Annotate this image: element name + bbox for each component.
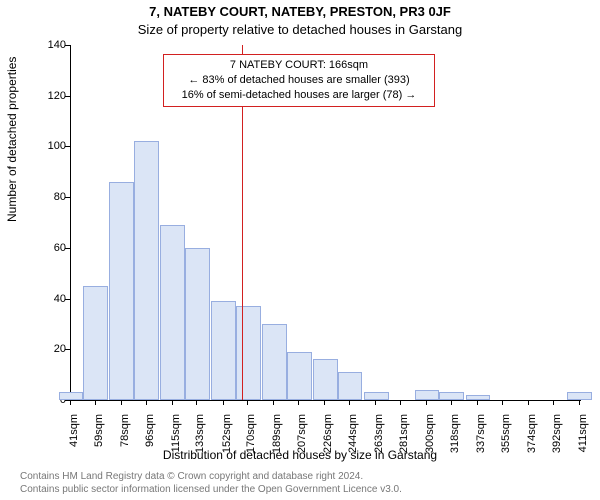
histogram-bar [415, 390, 440, 400]
x-tick-mark [121, 400, 122, 405]
annotation-box: 7 NATEBY COURT: 166sqm ← 83% of detached… [163, 54, 435, 107]
histogram-bar [262, 324, 287, 400]
annotation-line-1: 7 NATEBY COURT: 166sqm [170, 58, 428, 73]
histogram-bar [287, 352, 312, 400]
chart-container: 7, NATEBY COURT, NATEBY, PRESTON, PR3 0J… [0, 0, 600, 500]
x-tick-mark [146, 400, 147, 405]
x-tick-mark [477, 400, 478, 405]
x-tick-mark [426, 400, 427, 405]
histogram-bar [338, 372, 363, 400]
x-axis-label: Distribution of detached houses by size … [0, 448, 600, 462]
x-tick-label: 78sqm [119, 414, 131, 447]
x-tick-mark [324, 400, 325, 405]
x-tick-mark [349, 400, 350, 405]
footer-line-2: Contains public sector information licen… [20, 483, 402, 496]
x-tick-mark [196, 400, 197, 405]
y-axis-ticks: 020406080100120140 [0, 45, 70, 400]
annotation-line-2: ← 83% of detached houses are smaller (39… [170, 73, 428, 88]
annotation-line-3: 16% of semi-detached houses are larger (… [170, 88, 428, 103]
histogram-bar [59, 392, 84, 400]
x-tick-mark [451, 400, 452, 405]
y-tick-label: 100 [48, 140, 66, 152]
x-tick-mark [579, 400, 580, 405]
x-tick-mark [223, 400, 224, 405]
chart-title-main: 7, NATEBY COURT, NATEBY, PRESTON, PR3 0J… [0, 4, 600, 19]
x-tick-mark [502, 400, 503, 405]
x-tick-mark [298, 400, 299, 405]
y-tick-label: 140 [48, 39, 66, 51]
histogram-bar [211, 301, 236, 400]
y-tick-label: 120 [48, 90, 66, 102]
x-tick-mark [172, 400, 173, 405]
histogram-bar [134, 141, 159, 400]
x-tick-mark [375, 400, 376, 405]
x-tick-mark [528, 400, 529, 405]
footer-line-1: Contains HM Land Registry data © Crown c… [20, 470, 402, 483]
x-tick-label: 115sqm [170, 414, 182, 452]
x-tick-mark [95, 400, 96, 405]
x-tick-label: 96sqm [144, 414, 156, 447]
footer-attribution: Contains HM Land Registry data © Crown c… [20, 470, 402, 496]
x-tick-label: 59sqm [93, 414, 105, 447]
x-tick-mark [553, 400, 554, 405]
plot-area: 7 NATEBY COURT: 166sqm ← 83% of detached… [70, 45, 581, 401]
histogram-bar [83, 286, 108, 400]
x-tick-mark [70, 400, 71, 405]
x-tick-mark [247, 400, 248, 405]
histogram-bar [313, 359, 338, 400]
histogram-bar [567, 392, 592, 400]
x-tick-label: 41sqm [68, 414, 80, 447]
histogram-bar [160, 225, 185, 400]
histogram-bar [185, 248, 210, 400]
x-tick-label: 411sqm [577, 414, 589, 452]
histogram-bar [364, 392, 389, 400]
x-axis-ticks: 41sqm59sqm78sqm96sqm115sqm133sqm152sqm17… [70, 400, 580, 450]
chart-title-sub: Size of property relative to detached ho… [0, 22, 600, 37]
x-tick-mark [400, 400, 401, 405]
histogram-bar [439, 392, 464, 400]
histogram-bar [236, 306, 261, 400]
x-tick-mark [273, 400, 274, 405]
histogram-bar [109, 182, 134, 400]
